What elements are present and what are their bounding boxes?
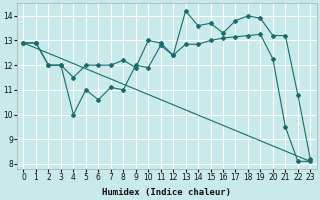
X-axis label: Humidex (Indice chaleur): Humidex (Indice chaleur)	[102, 188, 231, 197]
